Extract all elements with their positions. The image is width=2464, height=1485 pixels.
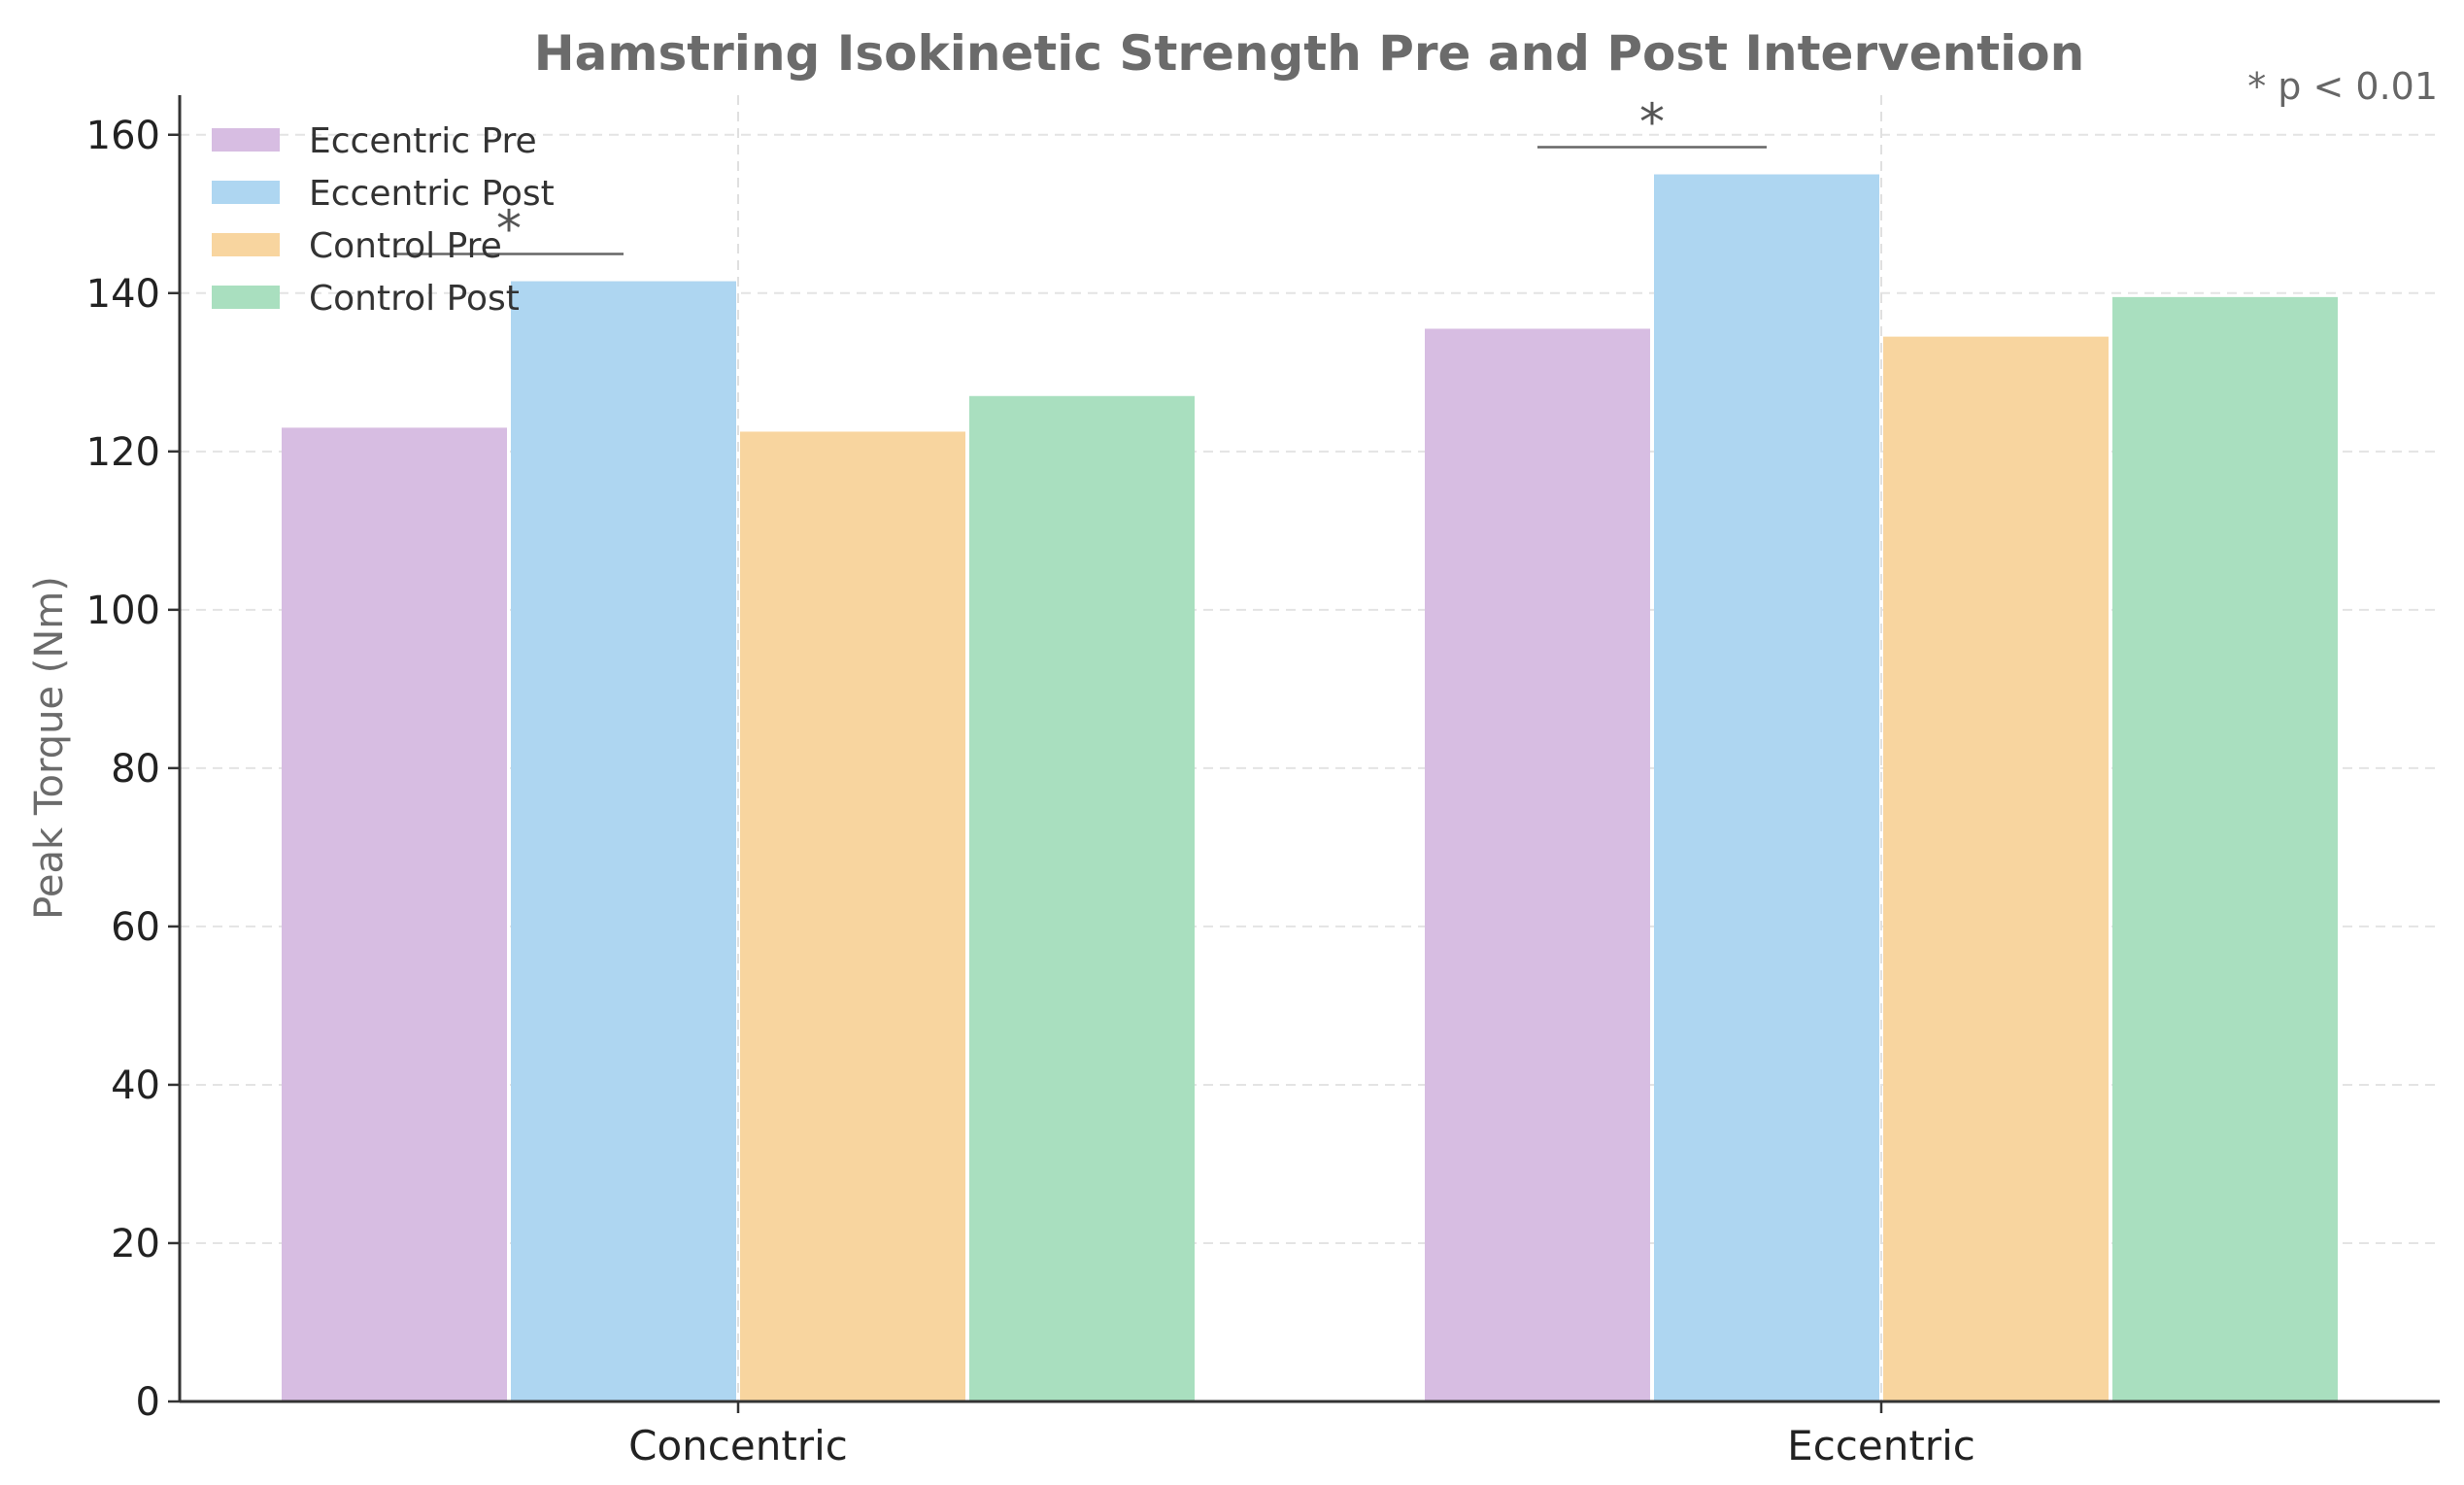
y-tick-label: 0 — [136, 1380, 160, 1425]
x-tick-label: Concentric — [628, 1422, 848, 1469]
y-tick-label: 80 — [111, 747, 160, 792]
legend-swatch — [212, 286, 280, 309]
bar-eccentric-pre-concentric — [282, 427, 507, 1401]
legend-swatch — [212, 181, 280, 204]
y-tick-label: 120 — [86, 430, 160, 475]
y-tick-label: 100 — [86, 589, 160, 633]
bar-control-post-eccentric — [2112, 296, 2338, 1401]
legend-label: Eccentric Post — [309, 174, 555, 214]
bar-control-pre-concentric — [740, 431, 965, 1401]
tick-labels: 0 20 40 60 80 100 120 140 160 Concentric Eccentric — [86, 114, 1975, 1469]
y-tick-label: 40 — [111, 1063, 160, 1108]
legend-swatch — [212, 233, 280, 256]
bar-eccentric-post-eccentric — [1654, 174, 1879, 1402]
bars — [282, 174, 2338, 1402]
y-tick-label: 20 — [111, 1222, 160, 1266]
bar-control-post-concentric — [969, 395, 1195, 1401]
bar-eccentric-pre-eccentric — [1425, 328, 1650, 1401]
axes — [178, 95, 2440, 1403]
significance-annotations: ** — [394, 94, 1767, 259]
legend-swatch — [212, 128, 280, 152]
legend: Eccentric Pre Eccentric Post Control Pre Co… — [212, 121, 555, 319]
significance-star: * — [1639, 94, 1665, 152]
significance-note: * p < 0.01 — [2247, 65, 2438, 108]
y-tick-label: 160 — [86, 114, 160, 158]
y-tick-label: 140 — [86, 272, 160, 317]
bar-eccentric-post-concentric — [511, 281, 736, 1402]
legend-label: Control Pre — [309, 226, 502, 266]
chart-title: Hamstring Isokinetic Strength Pre and Po… — [534, 25, 2084, 82]
legend-label: Control Post — [309, 279, 520, 319]
legend-label: Eccentric Pre — [309, 121, 537, 161]
bar-control-pre-eccentric — [1883, 336, 2109, 1401]
y-tick-label: 60 — [111, 905, 160, 950]
y-axis-label: Peak Torque (Nm) — [27, 576, 72, 920]
significance-star: * — [496, 201, 522, 259]
x-tick-label: Eccentric — [1787, 1422, 1975, 1469]
